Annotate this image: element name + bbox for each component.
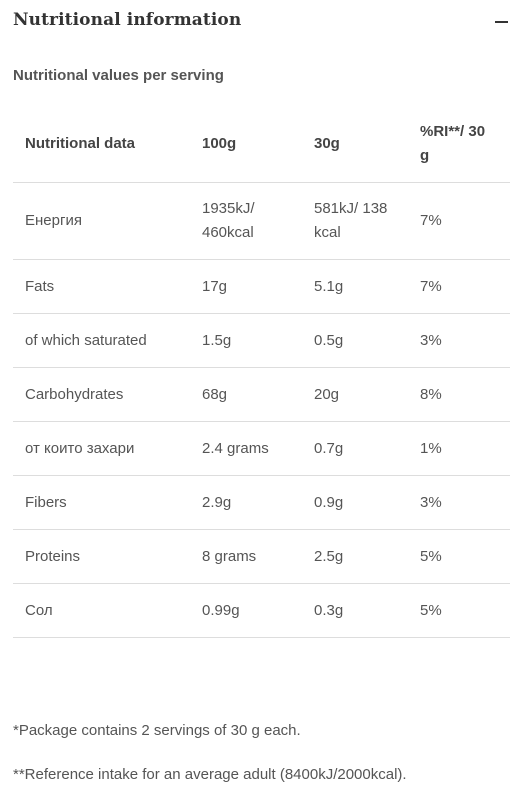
table-row: Fats 17g 5.1g 7% (13, 259, 510, 314)
row-label: Сол (13, 583, 190, 638)
value-reference-intake: 1% (408, 421, 510, 476)
row-label: of which saturated (13, 313, 190, 368)
value-per-100g: 8 grams (190, 529, 302, 584)
nutrition-table: Nutritional data 100g 30g %RI**/ 30 g Ен… (13, 105, 510, 638)
value-per-100g: 0.99g (190, 583, 302, 638)
section-subtitle: Nutritional values per serving (13, 67, 224, 84)
minus-icon (495, 21, 508, 23)
table-row: of which saturated 1.5g 0.5g 3% (13, 313, 510, 368)
value-per-serving: 0.9g (302, 475, 408, 530)
value-per-serving: 20g (302, 367, 408, 422)
value-reference-intake: 7% (408, 182, 510, 260)
table-row: Proteins 8 grams 2.5g 5% (13, 529, 510, 584)
value-per-serving: 0.5g (302, 313, 408, 368)
value-per-100g: 17g (190, 259, 302, 314)
table-row: Carbohydrates 68g 20g 8% (13, 367, 510, 422)
table-row: от които захари 2.4 grams 0.7g 1% (13, 421, 510, 476)
value-reference-intake: 7% (408, 259, 510, 314)
table-row: Fibers 2.9g 0.9g 3% (13, 475, 510, 530)
value-per-100g: 2.4 grams (190, 421, 302, 476)
table-header-row: Nutritional data 100g 30g %RI**/ 30 g (13, 105, 510, 183)
header-nutritional-data: Nutritional data (13, 105, 190, 183)
value-per-100g: 1935kJ/ 460kcal (190, 182, 302, 260)
value-reference-intake: 8% (408, 367, 510, 422)
section-title: Nutritional information (13, 10, 242, 30)
row-label: Proteins (13, 529, 190, 584)
value-reference-intake: 5% (408, 529, 510, 584)
footnote-reference-intake: **Reference intake for an average adult … (13, 766, 407, 783)
row-label: Carbohydrates (13, 367, 190, 422)
header-per-serving: 30g (302, 105, 408, 183)
row-label: Fats (13, 259, 190, 314)
value-per-100g: 2.9g (190, 475, 302, 530)
value-per-serving: 0.7g (302, 421, 408, 476)
table-row: Енергия 1935kJ/ 460kcal 581kJ/ 138 kcal … (13, 182, 510, 260)
value-reference-intake: 5% (408, 583, 510, 638)
table-row: Сол 0.99g 0.3g 5% (13, 583, 510, 638)
row-label: Fibers (13, 475, 190, 530)
header-per-100g: 100g (190, 105, 302, 183)
header-reference-intake: %RI**/ 30 g (408, 105, 510, 183)
value-per-serving: 2.5g (302, 529, 408, 584)
section-header[interactable]: Nutritional information (13, 8, 510, 34)
value-reference-intake: 3% (408, 475, 510, 530)
collapse-toggle-button[interactable] (490, 8, 510, 34)
value-reference-intake: 3% (408, 313, 510, 368)
row-label: Енергия (13, 182, 190, 260)
value-per-100g: 68g (190, 367, 302, 422)
value-per-serving: 5.1g (302, 259, 408, 314)
value-per-100g: 1.5g (190, 313, 302, 368)
value-per-serving: 581kJ/ 138 kcal (302, 182, 408, 260)
row-label: от които захари (13, 421, 190, 476)
footnote-servings: *Package contains 2 servings of 30 g eac… (13, 722, 301, 739)
value-per-serving: 0.3g (302, 583, 408, 638)
